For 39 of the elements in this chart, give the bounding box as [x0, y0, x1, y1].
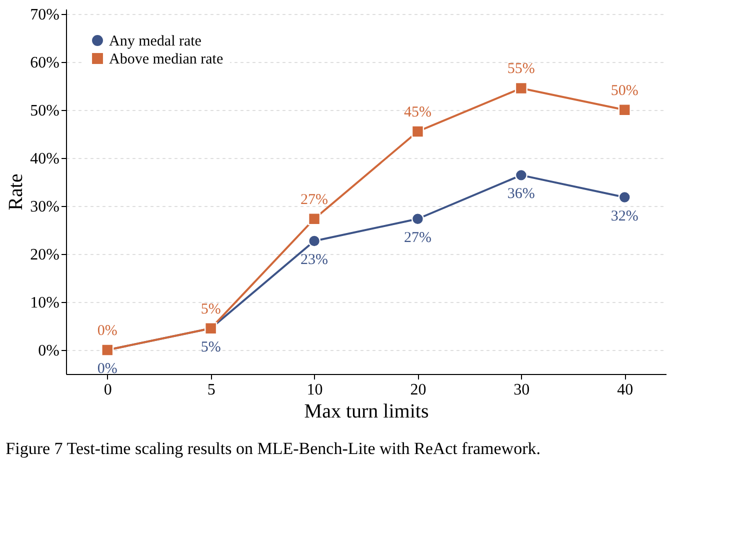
point — [411, 212, 424, 226]
x-tick-label: 10 — [306, 382, 323, 398]
data-label: 55% — [507, 61, 535, 78]
data-label: 0% — [97, 360, 118, 377]
y-tick-label: 0% — [38, 342, 60, 360]
point — [618, 190, 631, 204]
x-tick-label: 40 — [617, 382, 634, 398]
y-tick-label: 70% — [30, 6, 60, 24]
point — [514, 168, 528, 182]
data-label: 23% — [300, 252, 328, 268]
y-tick-label: 20% — [30, 246, 60, 264]
data-label: 45% — [404, 104, 432, 120]
point — [308, 234, 321, 248]
data-label: 32% — [610, 208, 638, 224]
caption: Figure 7 Test-time scaling results on MLE-Bench-Lite with ReAct framework. — [6, 439, 540, 458]
y-tick-label: 10% — [30, 294, 60, 312]
x-tick-label: 30 — [514, 382, 530, 398]
x-tick-label: 20 — [410, 382, 426, 398]
y-tick-label: 30% — [30, 198, 60, 216]
x-tick-label: 5 — [207, 382, 216, 398]
x-tick-label: 0 — [104, 382, 112, 398]
data-label: 27% — [404, 230, 432, 246]
point — [308, 212, 321, 226]
y-axis-title: Rate — [5, 174, 28, 210]
x-axis-title: Max turn limits — [304, 400, 429, 422]
data-label: 5% — [200, 301, 221, 318]
point — [514, 82, 528, 95]
legend-label: Any medal rate — [109, 34, 202, 50]
data-label: 5% — [200, 339, 221, 356]
legend-label: Above median rate — [109, 52, 224, 68]
y-tick-label: 40% — [30, 150, 60, 168]
y-tick-label: 60% — [30, 54, 60, 72]
data-label: 0% — [97, 322, 118, 339]
point — [618, 104, 631, 116]
data-label: 50% — [610, 82, 638, 99]
point — [411, 125, 424, 138]
data-label: 36% — [507, 186, 535, 202]
y-tick-label: 50% — [30, 102, 60, 120]
data-label: 27% — [300, 192, 328, 208]
